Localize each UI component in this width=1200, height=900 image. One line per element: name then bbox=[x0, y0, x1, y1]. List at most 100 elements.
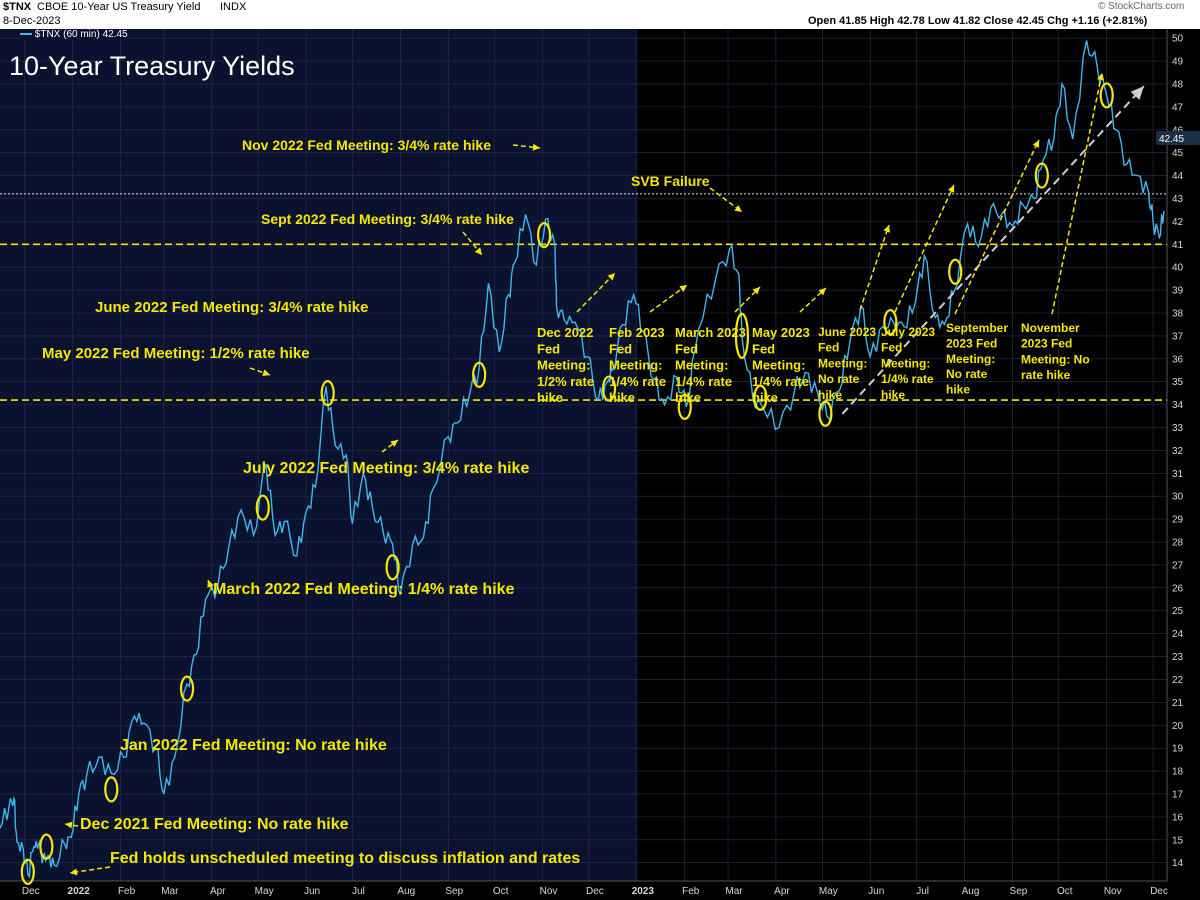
y-tick-label: 14 bbox=[1172, 858, 1184, 869]
trend-arrow bbox=[841, 85, 1145, 415]
annotation-text: June 2022 Fed Meeting: 3/4% rate hike bbox=[95, 299, 368, 316]
y-tick-label: 17 bbox=[1172, 789, 1184, 800]
y-tick-label: 45 bbox=[1172, 148, 1184, 159]
annotation-text: 2023 Fed bbox=[1021, 337, 1072, 351]
x-axis: Dec 2022 Feb Mar Apr May Jun Jul Aug Sep Oct Nov Dec… bbox=[0, 880, 1168, 897]
annotation-text: hike bbox=[946, 383, 970, 397]
annotation-arrowhead bbox=[262, 369, 270, 376]
annotation-text: hike bbox=[675, 390, 701, 405]
y-tick-label: 21 bbox=[1172, 698, 1184, 709]
x-tick-label: Apr bbox=[774, 886, 790, 897]
annotation-jun-2022: June 2022 Fed Meeting: 3/4% rate hike bbox=[95, 299, 368, 407]
x-tick-label: Apr bbox=[210, 886, 226, 897]
annotation-may-2022: May 2022 Fed Meeting: 1/2% rate hike bbox=[42, 345, 310, 521]
annotation-sep-2022: Sept 2022 Fed Meeting: 3/4% rate hike bbox=[261, 211, 514, 388]
annotation-text: May 2022 Fed Meeting: 1/2% rate hike bbox=[42, 345, 310, 362]
annotation-unscheduled: Fed holds unscheduled meeting to discuss… bbox=[20, 850, 580, 885]
y-tick-label: 18 bbox=[1172, 767, 1184, 778]
meeting-marker-ring bbox=[753, 384, 768, 411]
y-tick-label: 27 bbox=[1172, 560, 1184, 571]
annotation-arrowhead bbox=[532, 143, 540, 151]
y-axis: 14 15 16 17 18 19 20 21 22 23 24 25 26 27 28 29 30 31 32 33… bbox=[1166, 29, 1184, 881]
x-tick-label: Mar bbox=[161, 886, 179, 897]
y-tick-label: 46 bbox=[1172, 125, 1184, 136]
annotation-text: Feb 2023 bbox=[609, 325, 665, 340]
x-tick-label: May bbox=[819, 886, 838, 897]
meeting-marker-ring bbox=[818, 400, 833, 427]
chart-date: 8-Dec-2023 bbox=[3, 15, 61, 27]
annotation-arrowhead bbox=[752, 287, 760, 295]
y-tick-label: 15 bbox=[1172, 835, 1184, 846]
annotation-nov-2022: Nov 2022 Fed Meeting: 3/4% rate hike bbox=[242, 137, 552, 249]
x-tick-label: Feb bbox=[682, 886, 700, 897]
meeting-marker-ring bbox=[255, 494, 270, 521]
annotation-text: Meeting: bbox=[609, 358, 662, 373]
annotation-arrowhead bbox=[1097, 73, 1105, 81]
x-tick-label: Dec bbox=[22, 886, 40, 897]
annotation-text: November bbox=[1021, 321, 1080, 335]
x-tick-label: Nov bbox=[1104, 886, 1122, 897]
annotation-text: hike bbox=[609, 390, 635, 405]
meeting-marker-ring bbox=[385, 554, 400, 581]
meeting-marker-ring bbox=[104, 776, 119, 803]
y-tick-label: 36 bbox=[1172, 354, 1184, 365]
x-tick-label: Sep bbox=[1010, 886, 1028, 897]
y-tick-label: 32 bbox=[1172, 446, 1184, 457]
meeting-marker-ring bbox=[1099, 82, 1114, 109]
price-line bbox=[0, 40, 1165, 879]
y-tick-label: 19 bbox=[1172, 744, 1184, 755]
x-tick-label: Nov bbox=[540, 886, 558, 897]
meeting-marker-ring bbox=[536, 222, 552, 249]
annotation-dec-2021: Dec 2021 Fed Meeting: No rate hike bbox=[39, 816, 349, 860]
annotation-arrowhead bbox=[883, 225, 891, 233]
x-tick-label: Jun bbox=[868, 886, 884, 897]
symbol-description: CBOE 10-Year US Treasury Yield bbox=[37, 1, 201, 13]
y-tick-label: 22 bbox=[1172, 675, 1184, 686]
annotation-text: Fed bbox=[675, 341, 698, 356]
meeting-marker-ring bbox=[472, 361, 487, 388]
y-tick-label: 47 bbox=[1172, 102, 1184, 113]
annotation-text: SVB Failure bbox=[631, 173, 710, 189]
annotation-text: September bbox=[946, 321, 1008, 335]
annotation-text: Fed bbox=[752, 341, 775, 356]
y-tick-label: 39 bbox=[1172, 286, 1184, 297]
stockcharts-logo: © StockCharts.com bbox=[1098, 1, 1185, 12]
x-tick-label: Aug bbox=[962, 886, 980, 897]
annotation-text: March 2022 Fed Meeting: 1/4% rate hike bbox=[213, 581, 515, 598]
annotation-leader bbox=[576, 272, 616, 313]
price-series bbox=[0, 40, 1165, 879]
y-tick-label: 41 bbox=[1172, 240, 1184, 251]
x-tick-label: Jul bbox=[916, 886, 929, 897]
annotation-text: Meeting: bbox=[818, 356, 867, 370]
annotation-text: Fed holds unscheduled meeting to discuss… bbox=[110, 850, 580, 867]
annotation-text: Meeting: bbox=[752, 358, 805, 373]
y-tick-label: 43 bbox=[1172, 194, 1184, 205]
y-tick-label: 42 bbox=[1172, 217, 1184, 228]
chart-title: 10-Year Treasury Yields bbox=[9, 51, 295, 81]
trend-arrowhead bbox=[1130, 86, 1144, 100]
annotation-text: Fed bbox=[818, 341, 839, 355]
annotation-jan-2022: Jan 2022 Fed Meeting: No rate hike bbox=[104, 737, 387, 803]
annotation-text: hike bbox=[818, 388, 842, 402]
annotation-text: No rate bbox=[818, 372, 860, 386]
annotation-text: No rate bbox=[946, 367, 988, 381]
annotation-text: May 2023 bbox=[752, 325, 810, 340]
annotation-text: Nov 2022 Fed Meeting: 3/4% rate hike bbox=[242, 137, 491, 153]
x-tick-label: Jul bbox=[352, 886, 365, 897]
y-tick-label: 30 bbox=[1172, 492, 1184, 503]
gridlines bbox=[0, 29, 1167, 881]
annotation-arrowhead bbox=[679, 285, 687, 292]
annotation-arrowhead bbox=[1032, 140, 1040, 148]
annotation-arrowhead bbox=[607, 273, 615, 281]
x-tick-label: Dec bbox=[586, 886, 604, 897]
annotation-arrowhead bbox=[734, 205, 742, 212]
annotation-text: Fed bbox=[609, 341, 632, 356]
annotation-mar-2022: March 2022 Fed Meeting: 1/4% rate hike bbox=[179, 579, 515, 702]
chart-header: $TNX CBOE 10-Year US Treasury Yield INDX… bbox=[0, 0, 1200, 29]
